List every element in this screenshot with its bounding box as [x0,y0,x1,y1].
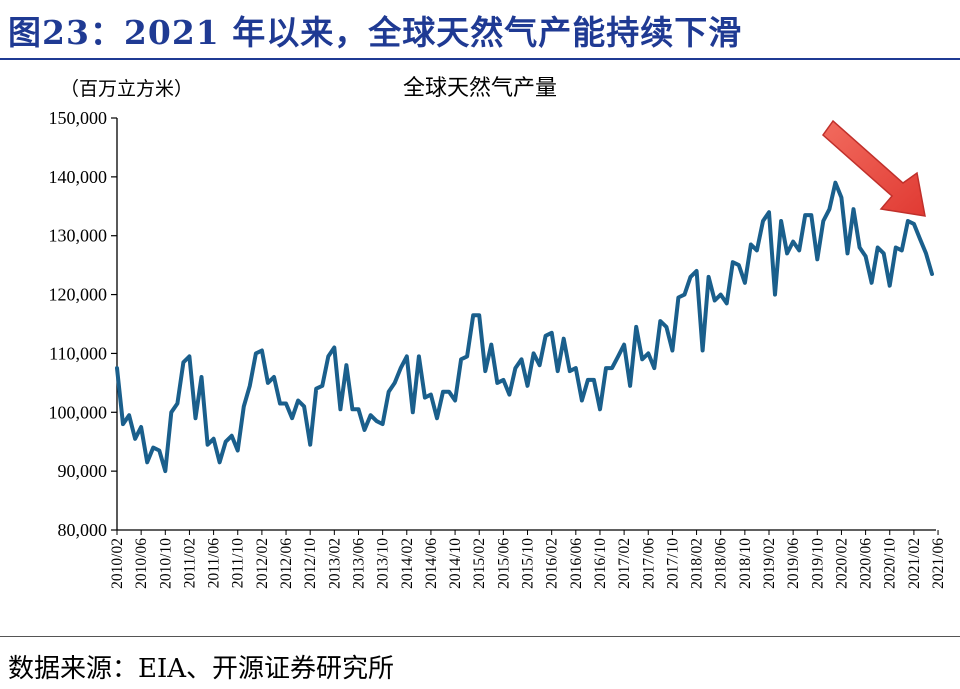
x-tick-label: 2010/06 [133,538,150,589]
x-axis-ticks: 2010/02 2010/06 2010/10 2011/02 2011/06 2011/… [109,530,947,589]
x-tick-label: 2015/10 [520,538,537,589]
x-tick-label: 2021/06 [930,538,947,589]
x-tick-label: 2013/10 [375,538,392,589]
downtrend-arrow [821,119,926,217]
x-tick-label: 2019/02 [761,538,778,589]
x-tick-label: 2015/06 [495,538,512,589]
x-tick-label: 2010/10 [157,538,174,589]
y-tick-label: 150,000 [49,108,108,128]
x-tick-label: 2011/10 [230,538,247,588]
x-tick-label: 2012/10 [302,538,319,589]
chart-title: 全球天然气产量 [403,75,557,100]
x-tick-label: 2018/10 [737,538,754,589]
y-tick-label: 110,000 [49,343,107,363]
figure-title: 图23：2021 年以来，全球天然气产能持续下滑 [8,13,743,52]
y-tick-label: 90,000 [58,461,108,481]
x-tick-label: 2011/02 [181,538,198,588]
x-tick-label: 2021/02 [906,538,923,589]
y-tick-label: 80,000 [58,520,108,540]
x-tick-label: 2017/10 [664,538,681,589]
x-tick-label: 2018/06 [713,538,730,589]
source-note: 数据来源：EIA、开源证券研究所 [8,654,395,684]
x-tick-label: 2020/02 [833,538,850,589]
x-tick-label: 2016/02 [544,538,561,589]
x-tick-label: 2012/02 [254,538,271,589]
series-line [115,180,934,474]
x-tick-label: 2019/06 [785,538,802,589]
x-tick-label: 2010/02 [109,538,126,589]
y-axis-ticks: 80,000 90,000 100,000 110,000 120,000 130,000… [49,108,117,540]
x-tick-label: 2020/06 [858,538,875,589]
y-tick-label: 120,000 [49,285,108,305]
footer-rule [0,636,960,637]
x-tick-label: 2017/02 [616,538,633,589]
x-tick-label: 2014/02 [399,538,416,589]
unit-label: （百万立方米） [60,78,193,100]
x-tick-label: 2015/02 [471,538,488,589]
title-underline [0,58,960,60]
x-tick-label: 2016/10 [592,538,609,589]
x-tick-label: 2014/06 [423,538,440,589]
x-tick-label: 2014/10 [447,538,464,589]
x-tick-label: 2011/06 [206,538,223,588]
x-tick-label: 2013/06 [350,538,367,589]
x-tick-label: 2018/02 [689,538,706,589]
x-tick-label: 2020/10 [882,538,899,589]
x-tick-label: 2017/06 [640,538,657,589]
x-tick-label: 2016/06 [568,538,585,589]
line-chart: 全球天然气产量 （百万立方米） 80,000 90,000 100,000 110,0… [49,75,948,589]
y-tick-label: 100,000 [49,402,108,422]
x-tick-label: 2012/06 [278,538,295,589]
x-tick-label: 2019/10 [809,538,826,589]
y-tick-label: 130,000 [49,226,108,246]
x-tick-label: 2013/02 [326,538,343,589]
y-tick-label: 140,000 [49,167,108,187]
